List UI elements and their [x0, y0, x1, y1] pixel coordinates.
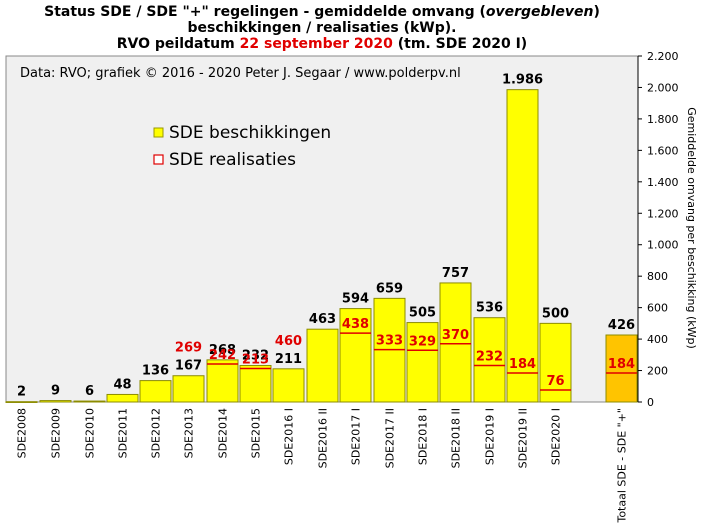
y-tick-label: 1.400 [647, 176, 679, 189]
label-realisatie: 460 [275, 334, 302, 349]
legend-swatch-realisaties [153, 154, 164, 165]
category-label: SDE2018 II [450, 408, 463, 468]
label-beschikking: 2 [17, 385, 26, 400]
category-label: SDE2012 [150, 408, 163, 458]
y-axis: 0 200 400 600 800 1.000 1.200 1.400 1.600 1.800 2.… [637, 50, 679, 409]
label-realisatie: 438 [342, 317, 369, 332]
bar-beschikking [172, 375, 205, 403]
bar-beschikking [339, 308, 372, 403]
label-beschikking: 211 [275, 352, 302, 367]
category-label: SDE2019 II [517, 408, 530, 468]
label-beschikking: 505 [409, 306, 436, 321]
y-tick-label: 2.000 [647, 81, 679, 94]
category-label: Totaal SDE - SDE "+" [616, 408, 629, 524]
legend-label-realisaties: SDE realisaties [169, 150, 296, 170]
y-tick-label: 800 [647, 270, 668, 283]
category-label: SDE2011 [117, 408, 130, 458]
category-label: SDE2009 [50, 408, 63, 458]
source-text: Data: RVO; grafiek © 2016 - 2020 Peter J… [20, 66, 461, 81]
bar-beschikking [272, 368, 305, 403]
bar-beschikking [539, 322, 572, 403]
legend-label-beschikkingen: SDE beschikkingen [169, 123, 331, 143]
category-label: SDE2018 I [417, 408, 430, 465]
label-realisatie: 242 [209, 348, 236, 363]
category-label: SDE2016 I [283, 408, 296, 465]
label-realisatie: 232 [476, 350, 503, 365]
category-label: SDE2014 [217, 408, 230, 458]
label-beschikking: 536 [476, 301, 503, 316]
label-realisatie: 370 [442, 328, 469, 343]
bars [5, 89, 638, 403]
category-label: SDE2013 [183, 408, 196, 458]
y-tick-label: 0 [647, 396, 654, 409]
label-realisatie: 76 [546, 374, 564, 389]
category-labels: SDE2008 SDE2009 SDE2010 SDE2011 SDE2012 SDE20… [16, 408, 629, 524]
label-beschikking: 594 [342, 292, 369, 307]
label-realisatie: 184 [608, 357, 635, 372]
label-beschikking: 757 [442, 266, 469, 281]
bar-beschikking [39, 400, 72, 403]
y-tick-label: 1.000 [647, 239, 679, 252]
label-beschikking: 268 [209, 343, 236, 358]
legend-swatch-beschikkingen [153, 127, 164, 138]
label-beschikking: 9 [51, 384, 60, 399]
bar-beschikking [73, 400, 106, 403]
y-tick-label: 1.600 [647, 144, 679, 157]
y-tick-label: 600 [647, 302, 668, 315]
label-beschikking: 48 [113, 377, 131, 392]
label-realisatie: 184 [509, 357, 536, 372]
chart-title-line-1: Status SDE / SDE "+" regelingen - gemidd… [44, 4, 600, 20]
label-realisatie: 329 [409, 334, 436, 349]
label-beschikking: 500 [542, 306, 569, 321]
y-axis-label: Gemiddelde omvang per beschikking (kWp) [685, 107, 698, 349]
label-beschikking: 6 [85, 384, 94, 399]
y-tick-label: 400 [647, 333, 668, 346]
bar-beschikking [306, 328, 339, 403]
category-label: SDE2015 [250, 408, 263, 458]
bar-beschikking [239, 365, 272, 403]
label-beschikking: 659 [376, 281, 403, 296]
label-realisatie: 333 [376, 334, 403, 349]
bar-beschikking [439, 282, 472, 403]
bar-beschikking [406, 322, 439, 403]
y-tick-label: 200 [647, 365, 668, 378]
category-label: SDE2010 [84, 408, 97, 458]
category-label: SDE2017 I [350, 408, 363, 465]
legend: SDE beschikkingen SDE realisaties [153, 123, 331, 170]
label-realisatie: 213 [242, 353, 269, 368]
chart-title-line-3: RVO peildatum 22 september 2020 (tm. SDE… [117, 36, 527, 52]
bar-beschikking [605, 334, 638, 403]
y-tick-label: 1.800 [647, 113, 679, 126]
chart-title-line-2: beschikkingen / realisaties (kWp). [188, 20, 457, 36]
label-beschikking: 167 [175, 359, 202, 374]
bar-beschikking [206, 359, 239, 403]
y-tick-label: 1.200 [647, 207, 679, 220]
category-label: SDE2008 [16, 408, 29, 458]
label-realisatie: 269 [175, 341, 202, 356]
bar-beschikking [106, 393, 139, 403]
y-tick-label: 2.200 [647, 50, 679, 63]
label-beschikking: 232 [242, 349, 269, 364]
label-beschikking: 426 [608, 318, 635, 333]
category-label: SDE2019 I [484, 408, 497, 465]
category-label: SDE2017 II [384, 408, 397, 468]
bar-beschikking [5, 401, 38, 403]
label-beschikking: 1.986 [502, 73, 543, 88]
category-label: SDE2020 I [550, 408, 563, 465]
bar-beschikking [506, 89, 539, 403]
label-beschikking: 136 [142, 364, 169, 379]
bar-beschikking [139, 380, 172, 403]
bar-beschikking [473, 317, 506, 403]
category-label: SDE2016 II [317, 408, 330, 468]
label-beschikking: 463 [309, 312, 336, 327]
